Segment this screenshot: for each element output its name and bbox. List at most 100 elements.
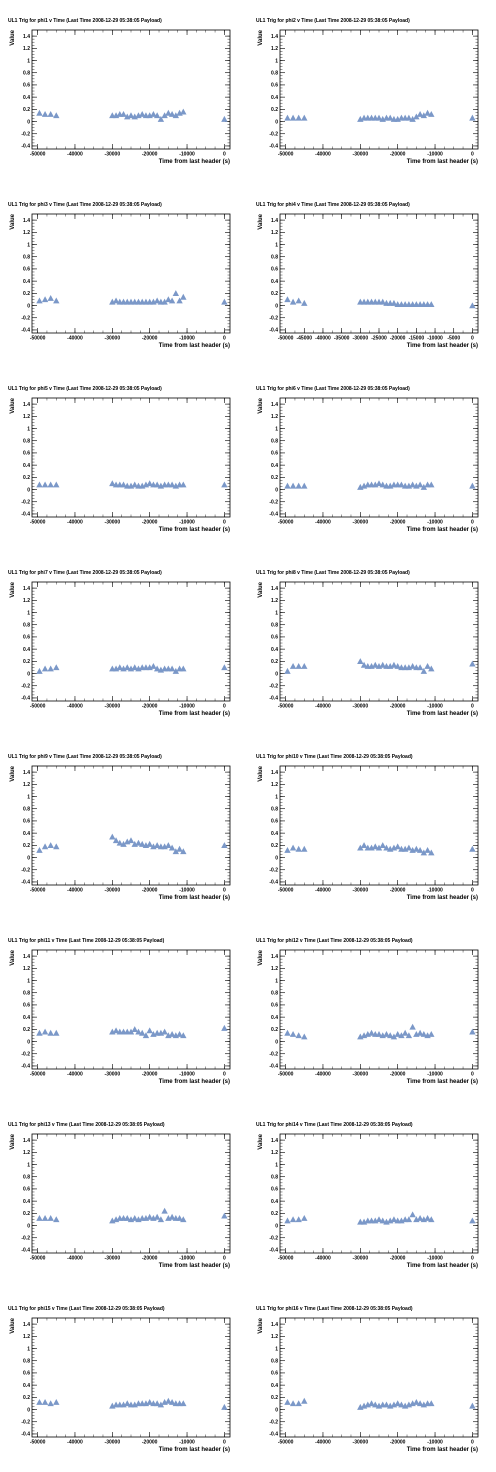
data-point-marker <box>53 481 60 488</box>
chart-panel-13: UL1 Trig for phi13 v Time (Last Time 200… <box>0 1104 248 1288</box>
data-point-marker <box>168 297 176 304</box>
x-tick-label: -40000 <box>67 520 83 526</box>
data-point-marker <box>221 842 228 849</box>
data-point-marker <box>36 1399 43 1405</box>
x-tick-label: -30000 <box>353 520 369 526</box>
data-point-marker <box>172 112 180 119</box>
x-tick-label: -20000 <box>390 1072 406 1078</box>
plot-frame <box>31 1317 231 1438</box>
y-tick-label: 0.8 <box>23 71 30 77</box>
chart-panel-5: UL1 Trig for phi5 v Time (Last Time 2008… <box>0 368 248 552</box>
data-point-marker <box>295 1032 302 1039</box>
y-tick-label: 1.4 <box>23 1322 30 1328</box>
data-point-marker <box>221 481 228 488</box>
data-point-marker <box>360 661 368 668</box>
y-tick-label: 0.4 <box>271 463 278 469</box>
data-point-marker <box>168 1213 176 1220</box>
y-tick-label: 0 <box>27 855 30 861</box>
data-point-marker <box>428 1400 435 1407</box>
x-tick-label: -40000 <box>67 888 83 894</box>
x-tick-label: 0 <box>471 336 474 342</box>
data-point-marker <box>469 114 476 121</box>
x-tick-label: -40000 <box>315 152 331 158</box>
data-point-marker <box>284 847 291 853</box>
y-tick-label: 0.8 <box>23 991 30 997</box>
y-tick-label: 0.8 <box>23 439 30 445</box>
data-point-marker <box>157 115 165 122</box>
scatter-plot: UL1 Trig for phi9 v Time (Last Time 2008… <box>8 754 231 901</box>
data-point-marker <box>47 1029 54 1036</box>
x-tick-label: -30000 <box>105 1440 121 1446</box>
x-tick-label: -40000 <box>315 520 331 526</box>
y-tick-label: 0.4 <box>23 95 30 101</box>
y-tick-label: 0.4 <box>23 1015 30 1021</box>
y-tick-label: 0.2 <box>23 475 30 481</box>
data-point-marker <box>301 845 308 852</box>
y-tick-label: 0.2 <box>23 843 30 849</box>
data-point-marker <box>47 665 54 672</box>
data-point-marker <box>289 663 297 669</box>
data-point-marker <box>420 1031 428 1037</box>
y-tick-label: 0.8 <box>271 439 278 445</box>
plot-frame <box>279 29 479 150</box>
y-tick-label: 1.4 <box>271 1138 278 1144</box>
data-point-marker <box>295 297 302 304</box>
data-point-marker <box>284 482 291 489</box>
data-point-marker <box>413 845 420 852</box>
data-point-marker <box>295 1400 302 1407</box>
y-tick-label: 0.6 <box>23 819 30 825</box>
y-tick-label: 0.4 <box>23 1383 30 1389</box>
y-tick-label: 0.8 <box>23 255 30 261</box>
y-tick-label: 0.4 <box>23 831 30 837</box>
y-tick-label: 1 <box>27 1162 30 1168</box>
y-tick-label: -0.2 <box>269 684 278 690</box>
y-tick-label: 0.8 <box>271 1359 278 1365</box>
data-point-marker <box>289 114 297 121</box>
data-point-marker <box>295 1216 302 1223</box>
data-point-marker <box>394 1031 401 1037</box>
x-axis-label: Time from last header (s) <box>159 527 230 533</box>
y-axis-label: Value <box>258 1317 264 1333</box>
x-tick-label: -20000 <box>390 1256 406 1262</box>
plot-frame <box>31 765 231 886</box>
y-tick-label: 0.2 <box>271 1027 278 1033</box>
x-axis-label: Time from last header (s) <box>407 1263 478 1269</box>
plot-frame <box>31 949 231 1070</box>
y-tick-label: 1 <box>275 242 278 248</box>
y-tick-label: 0.2 <box>23 659 30 665</box>
x-tick-label: -50000 <box>30 1440 46 1446</box>
scatter-plot: UL1 Trig for phi8 v Time (Last Time 2008… <box>256 570 479 717</box>
y-tick-label: 0.2 <box>271 475 278 481</box>
data-point-marker <box>405 114 413 121</box>
x-tick-label: -50000 <box>278 1256 294 1262</box>
y-tick-label: -0.2 <box>269 1236 278 1242</box>
x-axis-label: Time from last header (s) <box>159 895 230 901</box>
data-point-marker <box>295 114 302 121</box>
data-point-marker <box>221 1024 228 1031</box>
x-tick-label: 0 <box>471 152 474 158</box>
x-tick-label: -35000 <box>334 336 350 342</box>
x-tick-label: -50000 <box>278 520 294 526</box>
data-point-marker <box>36 847 43 853</box>
chart-panel-14: UL1 Trig for phi14 v Time (Last Time 200… <box>248 1104 496 1288</box>
x-tick-label: -30000 <box>353 152 369 158</box>
data-point-marker <box>405 844 413 851</box>
data-point-marker <box>41 843 49 850</box>
data-point-marker <box>383 844 390 851</box>
y-tick-label: 1.4 <box>23 586 30 592</box>
y-tick-label: -0.2 <box>269 1420 278 1426</box>
data-point-marker <box>165 1397 172 1404</box>
chart-title: UL1 Trig for phi16 v Time (Last Time 200… <box>256 1306 413 1312</box>
data-point-marker <box>409 481 416 488</box>
y-tick-label: 1.2 <box>271 1150 278 1156</box>
y-tick-label: 1 <box>27 58 30 64</box>
y-tick-label: 0.2 <box>271 843 278 849</box>
chart-panel-8: UL1 Trig for phi8 v Time (Last Time 2008… <box>248 552 496 736</box>
y-tick-label: 1 <box>27 610 30 616</box>
data-point-marker <box>289 1031 297 1037</box>
data-point-marker <box>284 1029 291 1036</box>
y-tick-label: 0.2 <box>271 1395 278 1401</box>
y-tick-label: 0.4 <box>271 647 278 653</box>
chart-panel-10: UL1 Trig for phi10 v Time (Last Time 200… <box>248 736 496 920</box>
data-point-marker <box>41 1028 49 1035</box>
